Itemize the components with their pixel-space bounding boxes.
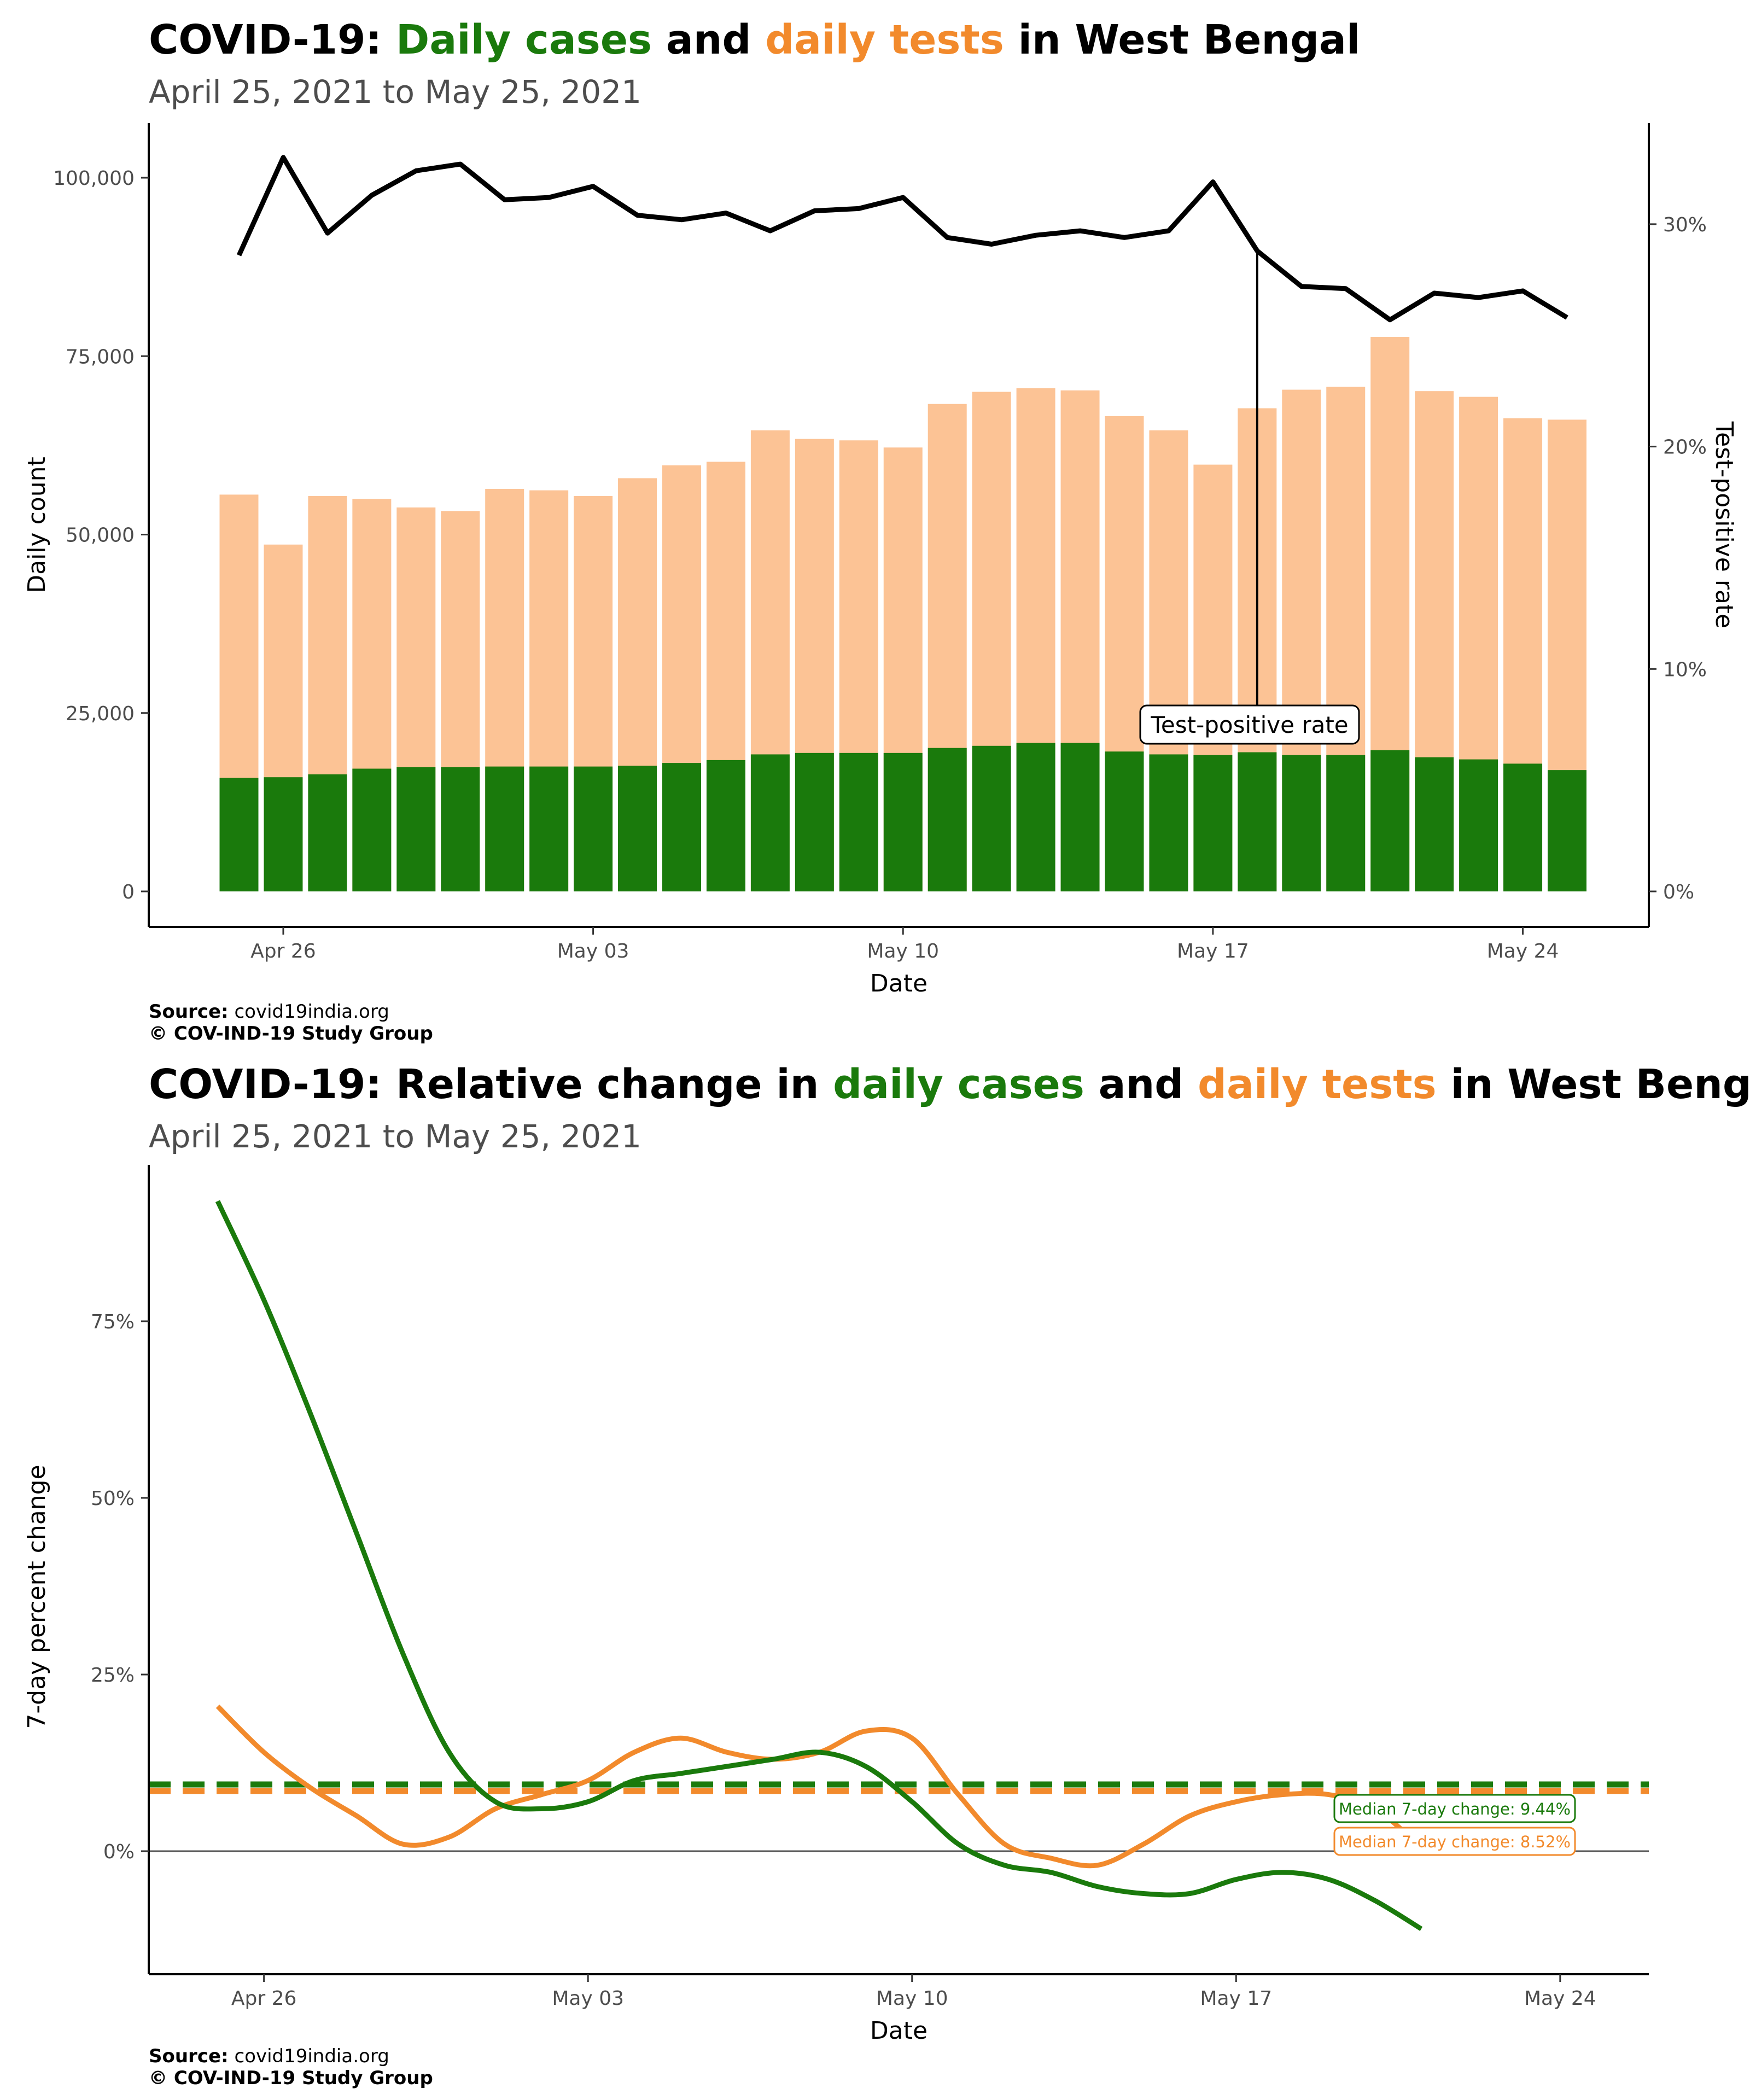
cases-bar (1016, 743, 1055, 891)
cases-change-line (215, 1200, 1423, 1931)
cases-bar (529, 766, 569, 891)
cases-bar (1370, 750, 1410, 891)
x-tick-label: May 03 (552, 1987, 624, 2010)
cases-bar (1282, 755, 1321, 891)
cases-bar (1459, 759, 1498, 891)
chart2-subtitle: April 25, 2021 to May 25, 2021 (149, 1118, 642, 1155)
cases-bar (618, 766, 657, 891)
chart1-title-tests: daily tests (765, 16, 1004, 63)
cases-bar (308, 774, 347, 891)
cases-bar (1105, 751, 1144, 891)
cases-bar (750, 754, 790, 891)
chart1-source: Source: covid19india.org © COV-IND-19 Stu… (149, 1001, 433, 1045)
chart1-title-cases: Daily cases (395, 16, 652, 63)
cases-bar (219, 778, 259, 891)
cases-bar (883, 752, 923, 891)
cases-bar (1238, 752, 1277, 891)
cases-median-label-box (1333, 1794, 1576, 1823)
chart2-plot: Median 7-day change: 9.44% Median 7-day c… (23, 1165, 1649, 2045)
cases-bar (352, 768, 392, 891)
y-tick-label: 50% (91, 1488, 135, 1510)
y2-tick-label: 0% (1663, 881, 1694, 903)
cases-bar (396, 767, 436, 891)
cases-bar (706, 760, 745, 891)
x-tick-label: May 17 (1177, 940, 1249, 962)
cases-bar (1060, 743, 1100, 891)
x-tick-label: Apr 26 (231, 1987, 297, 2010)
y-tick-label: 25% (91, 1664, 135, 1687)
cases-bar (1548, 770, 1586, 891)
chart1-copyright: © COV-IND-19 Study Group (149, 1023, 433, 1045)
y-tick-label: 75% (91, 1311, 135, 1333)
x-axis-title: Date (870, 2017, 928, 2045)
tpr-line (236, 155, 1568, 323)
chart1-plot: Test-positive rate 0 25,000 50,000 75,000 100… (23, 123, 1738, 998)
x-axis-title: Date (870, 970, 928, 998)
y-tick-label: 75,000 (66, 346, 135, 368)
y2-tick-label: 10% (1663, 658, 1707, 681)
tests-median-label: Median 7-day change: 8.52% (1339, 1833, 1571, 1851)
x-tick-label: May 24 (1524, 1987, 1596, 2010)
x-tick-label: Apr 26 (250, 940, 316, 962)
y-tick-label: 25,000 (66, 703, 135, 725)
cases-bar (264, 777, 303, 891)
cases-bar (1326, 755, 1366, 891)
y2-tick-label: 30% (1663, 214, 1707, 236)
y-axis-title: 7-day percent change (23, 1465, 51, 1729)
cases-bar (1149, 754, 1188, 891)
cases-bar (662, 763, 701, 891)
chart2-source: Source: covid19india.org © COV-IND-19 Stu… (149, 2045, 433, 2089)
y-tick-label: 100,000 (53, 167, 135, 190)
chart2-title-tests: daily tests (1198, 1061, 1437, 1108)
cases-bar (839, 752, 878, 891)
x-tick-label: May 03 (557, 940, 629, 962)
x-tick-label: May 17 (1200, 1987, 1272, 2010)
chart2-title-cases: daily cases (833, 1061, 1084, 1108)
cases-bar (1503, 763, 1543, 891)
y-tick-label: 0% (103, 1841, 135, 1863)
x-tick-label: May 10 (876, 1987, 948, 2010)
x-tick-label: May 24 (1487, 940, 1559, 962)
annotation-box (1139, 704, 1360, 745)
y2-tick-label: 20% (1663, 436, 1707, 459)
cases-bar (1193, 755, 1233, 891)
tests-median-label-box (1333, 1827, 1576, 1856)
y-axis-title: Daily count (23, 457, 51, 593)
cases-bar (1415, 757, 1454, 891)
annotation-label: Test-positive rate (1150, 711, 1348, 738)
cases-bar (928, 748, 967, 891)
cases-bar (795, 752, 834, 891)
cases-median-label: Median 7-day change: 9.44% (1339, 1800, 1571, 1818)
chart1-subtitle: April 25, 2021 to May 25, 2021 (149, 73, 642, 110)
x-tick-label: May 10 (867, 940, 939, 962)
cases-bar (574, 766, 613, 891)
chart2-copyright: © COV-IND-19 Study Group (149, 2067, 433, 2089)
chart2-title: COVID-19: Relative change in daily cases… (149, 1061, 1750, 1108)
cases-bar (485, 766, 524, 891)
y-tick-label: 0 (122, 881, 135, 903)
chart1-title: COVID-19: Daily cases and daily tests in… (149, 16, 1361, 63)
y-tick-label: 50,000 (66, 524, 135, 547)
cases-bar (972, 745, 1011, 891)
y2-axis-title: Test-positive rate (1710, 421, 1738, 628)
cases-bar (441, 767, 480, 891)
